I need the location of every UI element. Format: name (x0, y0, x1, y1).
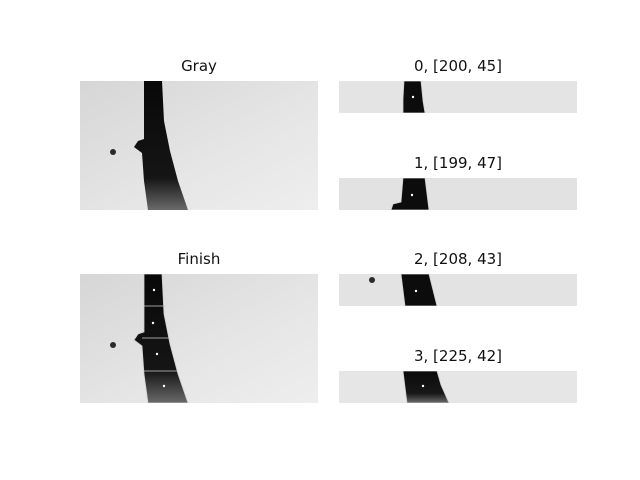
centroid-2 (155, 352, 159, 356)
slice-2-image (339, 274, 577, 306)
finish-title: Finish (177, 250, 221, 268)
slice-1-title: 1, [199, 47] (413, 154, 503, 172)
slice-0-image (339, 81, 577, 113)
slice-0-title: 0, [200, 45] (413, 57, 503, 75)
gray-image (80, 81, 318, 210)
centroid-1 (151, 321, 155, 325)
slice-2-title: 2, [208, 43] (413, 250, 503, 268)
centroid-3 (162, 384, 166, 388)
slice-3-title: 3, [225, 42] (413, 347, 503, 365)
slice-1-image (339, 178, 577, 210)
gray-title: Gray (181, 57, 217, 75)
centroid-0 (152, 288, 156, 292)
slice-3-image (339, 371, 577, 403)
finish-image (80, 274, 318, 403)
